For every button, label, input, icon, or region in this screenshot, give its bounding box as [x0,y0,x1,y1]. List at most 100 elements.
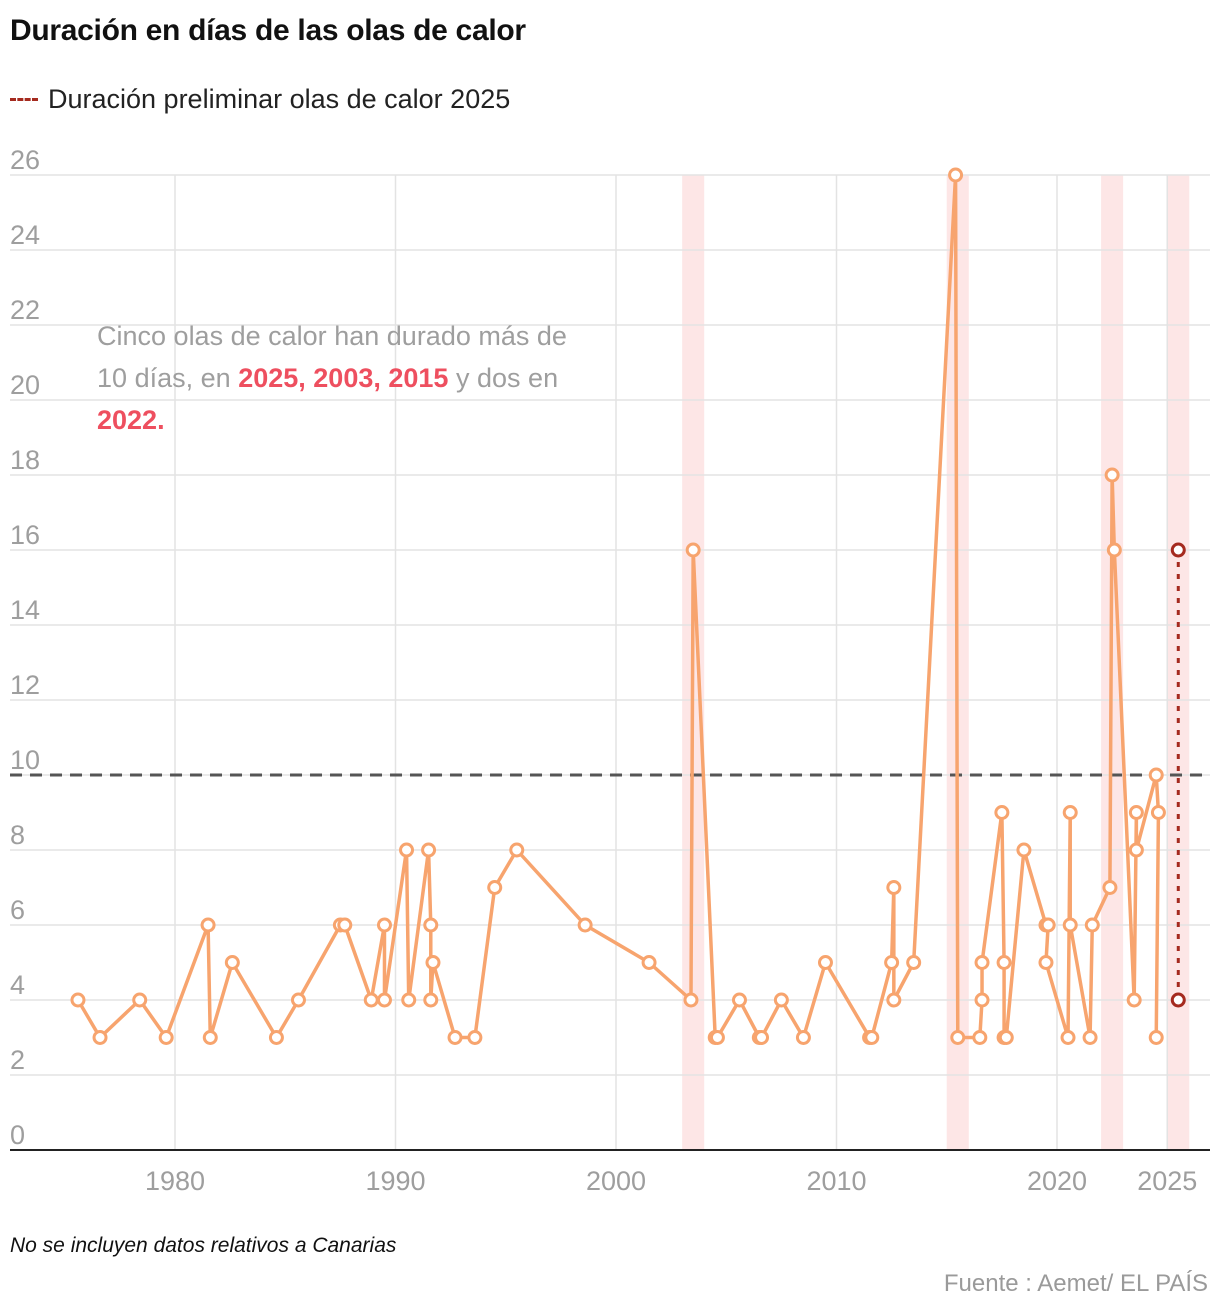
y-tick-label: 16 [10,520,40,550]
series-line-main [78,175,1158,1038]
data-point [996,807,1008,819]
data-point [974,1032,986,1044]
data-point [401,844,413,856]
data-point [775,994,787,1006]
y-tick-label: 24 [10,220,40,250]
x-axis-ticks: 1980 1990 2000 2010 2020 2025 [145,1166,1197,1196]
data-point [1130,807,1142,819]
y-tick-label: 12 [10,670,40,700]
annotation-word [471,321,479,351]
y-tick-label: 14 [10,595,40,625]
x-tick-label: 2025 [1137,1166,1197,1196]
data-point [378,919,390,931]
annotation-word: en [528,363,558,393]
data-point-2025 [1172,544,1184,556]
data-point [1042,919,1054,931]
annotation-word: en [201,363,231,393]
data-point [950,169,962,181]
data-point [866,1032,878,1044]
data-point [365,994,377,1006]
data-point [72,994,84,1006]
data-point [339,919,351,931]
data-point [976,994,988,1006]
data-point [1130,844,1142,856]
data-point [511,844,523,856]
data-point [1064,919,1076,931]
data-point [1040,957,1052,969]
data-point [427,957,439,969]
source-credit: Fuente : Aemet/ EL PAÍS [944,1270,1208,1298]
data-point [888,994,900,1006]
annotation-word [521,363,529,393]
data-point [425,994,437,1006]
annotation-word: dos [477,363,521,393]
data-point [819,957,831,969]
y-tick-label: 6 [10,895,25,925]
y-tick-label: 0 [10,1120,25,1150]
data-point [756,1032,768,1044]
data-point [423,844,435,856]
annotation-highlight: 2003, [313,363,381,393]
data-point [1064,807,1076,819]
annotation-word: y [456,363,470,393]
data-point [1108,544,1120,556]
data-point [1018,844,1030,856]
data-point [292,994,304,1006]
annotation-word: de [537,321,567,351]
data-point [160,1032,172,1044]
data-point [1086,919,1098,931]
annotation-word [261,321,269,351]
annotation-word: 10 [97,363,127,393]
annotation-word [448,363,456,393]
data-point [998,957,1010,969]
data-point-2025 [1172,994,1184,1006]
data-point [134,994,146,1006]
data-point [1150,769,1162,781]
data-point [1152,807,1164,819]
data-point [733,994,745,1006]
y-tick-label: 10 [10,745,40,775]
annotation-word: olas [174,321,224,351]
annotation-word: más [478,321,529,351]
y-tick-label: 2 [10,1045,25,1075]
data-point [1150,1032,1162,1044]
data-point [685,994,697,1006]
highlight-bands [682,175,1189,1150]
annotation-word [529,321,537,351]
data-point [202,919,214,931]
data-point [687,544,699,556]
data-point [469,1032,481,1044]
annotation-text: Cinco olas de calor han durado más de 10 … [97,321,567,435]
x-tick-label: 2010 [806,1166,866,1196]
data-point [425,919,437,931]
annotation-word [327,321,335,351]
data-point [449,1032,461,1044]
data-point [888,882,900,894]
annotation-highlight [381,363,389,393]
data-point [886,957,898,969]
data-point [270,1032,282,1044]
data-point [1062,1032,1074,1044]
x-tick-label: 1990 [365,1166,425,1196]
data-point [908,957,920,969]
y-tick-label: 26 [10,145,40,175]
annotation-word: Cinco [97,321,166,351]
data-point [1000,1032,1012,1044]
x-tick-label: 1980 [145,1166,205,1196]
data-point [226,957,238,969]
annotation-highlight: 2022. [97,405,165,435]
data-point [952,1032,964,1044]
data-point [204,1032,216,1044]
y-tick-label: 22 [10,295,40,325]
annotation-word [193,363,201,393]
y-tick-label: 8 [10,820,25,850]
data-point [1106,469,1118,481]
annotation-word [166,321,174,351]
annotation-word [379,321,387,351]
annotation-highlight: 2015 [388,363,448,393]
series-group [72,169,1184,1044]
annotation-word: calor [268,321,327,351]
data-point [378,994,390,1006]
annotation-word [469,363,477,393]
